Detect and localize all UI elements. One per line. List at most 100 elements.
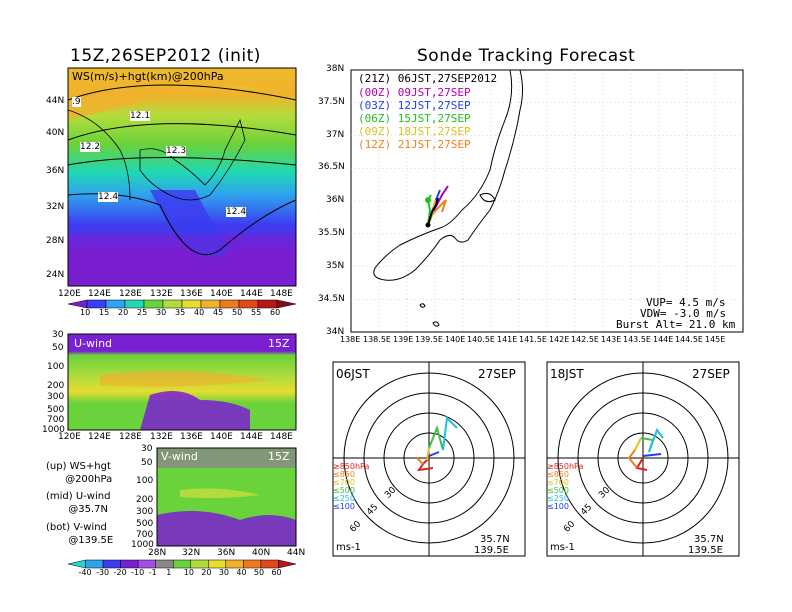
param-burst: Burst Alt= 21.0 km xyxy=(616,318,736,331)
lat-tick: 35N xyxy=(326,261,345,271)
hodo-lat: 35.7N xyxy=(480,534,510,545)
colorbar-swatch xyxy=(124,299,145,309)
lon-tick: 128E xyxy=(119,432,142,442)
track-entry: (21Z) 06JST,27SEP2012 xyxy=(358,72,498,85)
p-tick: 700 xyxy=(47,415,65,425)
hodograph-trace xyxy=(426,447,430,461)
colorbar-swatch xyxy=(155,559,174,569)
colorbar-label: 45 xyxy=(213,308,224,317)
right-title: Sonde Tracking Forecast xyxy=(417,46,636,66)
colorbar-swatch xyxy=(238,299,259,309)
contour-label: 12.3 xyxy=(166,146,187,156)
lat-tick: 36.5N xyxy=(318,162,345,172)
u-wind-label: U-wind xyxy=(74,337,113,350)
hodo-legend: ≤700 xyxy=(333,478,355,487)
contour-label: .9 xyxy=(72,97,81,107)
lon-tick: 141.5E xyxy=(519,335,547,344)
contour-label: 12.4 xyxy=(226,207,247,217)
colorbar-label: 35 xyxy=(175,308,186,317)
colorbar-label: -40 xyxy=(78,568,92,577)
lon-tick: 141E xyxy=(497,335,518,344)
lon-tick: 120E xyxy=(58,289,81,299)
p-tick: 1000 xyxy=(131,540,154,550)
p-tick: 30 xyxy=(52,330,64,340)
lon-tick: 139.5E xyxy=(415,335,443,344)
p-tick: 500 xyxy=(47,405,65,415)
colorbar-swatch xyxy=(67,299,88,309)
lon-tick: 143E xyxy=(601,335,622,344)
lon-tick: 143.5E xyxy=(623,335,651,344)
lon-tick: 138.5E xyxy=(363,335,391,344)
hodograph-trace xyxy=(416,457,424,465)
hodo-date: 27SEP xyxy=(478,367,516,381)
hodograph-trace xyxy=(634,437,642,451)
colorbar-swatch xyxy=(105,299,126,309)
colorbar-swatch xyxy=(137,559,156,569)
lat-tick: 35.5N xyxy=(318,228,345,238)
colorbar-swatch xyxy=(257,299,278,309)
colorbar-label: 20 xyxy=(118,308,129,317)
lon-tick: 140.5E xyxy=(467,335,495,344)
contour-label: 12.1 xyxy=(130,111,151,121)
lon-tick: 138E xyxy=(340,335,361,344)
colorbar-swatch xyxy=(86,299,107,309)
hodo-lon: 139.5E xyxy=(688,545,723,556)
colorbar-label: 30 xyxy=(156,308,167,317)
p-tick: 100 xyxy=(136,476,154,486)
colorbar-swatch xyxy=(208,559,227,569)
colorbar-swatch xyxy=(276,299,297,309)
colorbar-swatch xyxy=(162,299,183,309)
lon-tick: 128E xyxy=(119,289,142,299)
colorbar-label: 25 xyxy=(137,308,148,317)
p-tick: 500 xyxy=(136,519,154,529)
p-tick: 300 xyxy=(47,392,65,402)
hodo-legend: ≤250 xyxy=(547,494,569,503)
p-tick: 200 xyxy=(136,495,154,505)
lon-tick: 136E xyxy=(180,289,203,299)
colorbar-label: -1 xyxy=(148,568,157,577)
hodograph-trace xyxy=(642,453,662,457)
lat-tick: 38N xyxy=(326,64,345,74)
hodo-legend: ≤250 xyxy=(333,494,355,503)
lat-tick: 32N xyxy=(182,548,201,558)
hodo-legend: ≤850 xyxy=(547,470,569,479)
hodo-legend: ≤100 xyxy=(547,502,569,511)
colorbar-label: 40 xyxy=(236,568,247,577)
lon-tick: 148E xyxy=(270,432,293,442)
colorbar-label: 50 xyxy=(232,308,243,317)
track-entry: (00Z) 09JST,27SEP xyxy=(358,86,471,99)
legend-line: @139.5E xyxy=(46,535,114,546)
lat-tick: 36N xyxy=(217,548,236,558)
hodograph-trace xyxy=(416,457,434,472)
colorbar-swatch xyxy=(172,559,192,569)
lon-tick: 144.5E xyxy=(675,335,703,344)
lon-tick: 144E xyxy=(240,432,263,442)
hodo-legend: ≥850hPa xyxy=(547,462,584,471)
lon-tick: 124E xyxy=(88,289,111,299)
colorbar-swatch xyxy=(260,559,279,569)
contour-label: 12.2 xyxy=(80,142,101,152)
hodo-lat: 35.7N xyxy=(694,534,724,545)
lon-tick: 139E xyxy=(393,335,414,344)
legend-line: (bot) V-wind xyxy=(46,522,107,533)
ws-map-label: WS(m/s)+hgt(km)@200hPa xyxy=(72,70,224,83)
lon-tick: 124E xyxy=(88,432,111,442)
colorbar-label: 60 xyxy=(271,568,282,577)
ws-colorbar xyxy=(67,299,297,309)
colorbar-swatch xyxy=(85,559,104,569)
lon-tick: 140E xyxy=(210,432,233,442)
lat-tick: 24N xyxy=(46,270,65,280)
colorbar-label: 15 xyxy=(99,308,110,317)
p-tick: 30 xyxy=(141,444,153,454)
lat-tick: 32N xyxy=(46,202,65,212)
colorbar-label: -10 xyxy=(131,568,145,577)
colorbar-label: 10 xyxy=(80,308,91,317)
ws-map xyxy=(67,67,297,287)
hodo-legend: ≥850hPa xyxy=(333,462,370,471)
track-entry: (03Z) 12JST,27SEP xyxy=(358,99,471,112)
lat-tick: 34.5N xyxy=(318,294,345,304)
p-tick: 100 xyxy=(47,362,65,372)
colorbar-label: 50 xyxy=(253,568,265,577)
p-tick: 700 xyxy=(136,530,154,540)
lon-tick: 140E xyxy=(445,335,466,344)
